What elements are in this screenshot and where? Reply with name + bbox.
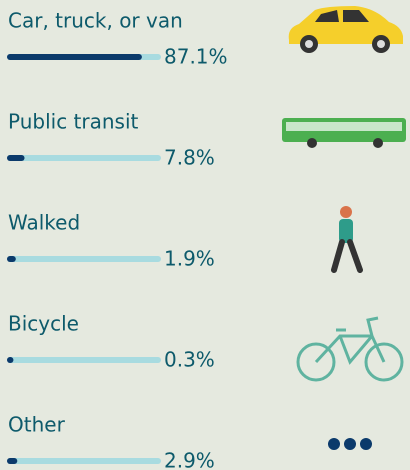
category-label: Walked [8,211,80,235]
category-label: Bicycle [8,312,79,336]
value-label: 0.3% [164,348,215,372]
value-label: 87.1% [164,45,228,69]
page: {"chart_data": {"type": "bar", "orientat… [0,0,410,470]
category-label: Other [8,413,66,437]
category-label: Public transit [8,110,139,134]
value-label: 1.9% [164,247,215,271]
value-label: 2.9% [164,449,215,470]
more-icon [328,438,372,450]
chart: Car, truck, or van 87.1% Public transit 7.8… [0,0,410,470]
category-label: Car, truck, or van [8,9,183,33]
value-label: 7.8% [164,146,215,170]
